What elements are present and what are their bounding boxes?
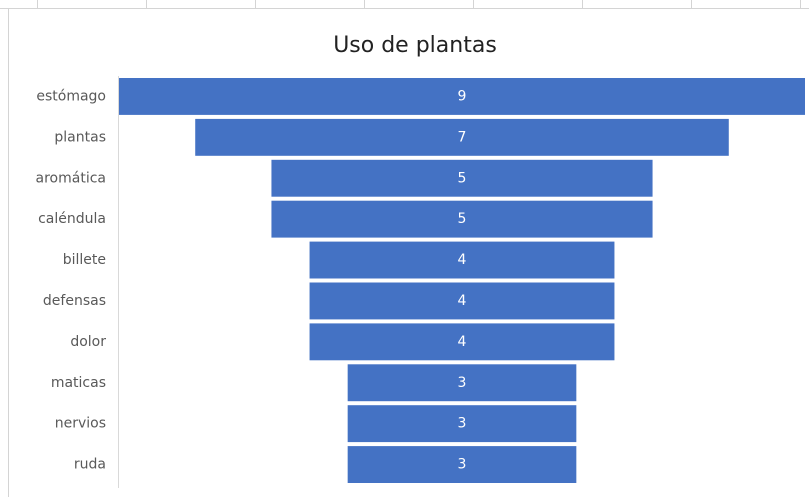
data-label: 5	[458, 211, 467, 227]
category-label: nervios	[55, 416, 106, 432]
data-label: 7	[458, 129, 467, 145]
funnel-bar	[119, 78, 805, 115]
funnel-bar	[309, 323, 615, 361]
data-label: 4	[458, 293, 467, 309]
data-label: 3	[458, 457, 467, 473]
category-label: estómago	[36, 88, 106, 104]
funnel-bar	[347, 405, 577, 443]
data-label: 3	[458, 416, 467, 432]
category-label: defensas	[43, 293, 106, 309]
category-label: ruda	[74, 457, 106, 473]
data-label: 4	[458, 252, 467, 268]
funnel-bar	[347, 364, 577, 402]
data-label: 9	[458, 88, 467, 104]
funnel-bar	[195, 118, 729, 156]
category-label: caléndula	[38, 211, 106, 227]
category-label: plantas	[54, 129, 106, 145]
funnel-bar	[347, 446, 577, 483]
funnel-bar	[271, 159, 653, 197]
category-label: billete	[63, 252, 106, 268]
funnel-bar	[309, 282, 615, 320]
category-label: aromática	[36, 170, 106, 186]
chart-title: Uso de plantas	[333, 33, 497, 58]
data-label: 3	[458, 375, 467, 391]
category-label: dolor	[70, 334, 106, 350]
data-label: 4	[458, 334, 467, 350]
category-label: maticas	[51, 375, 106, 391]
data-label: 5	[458, 170, 467, 186]
funnel-bar	[309, 241, 615, 279]
funnel-bar	[271, 200, 653, 238]
